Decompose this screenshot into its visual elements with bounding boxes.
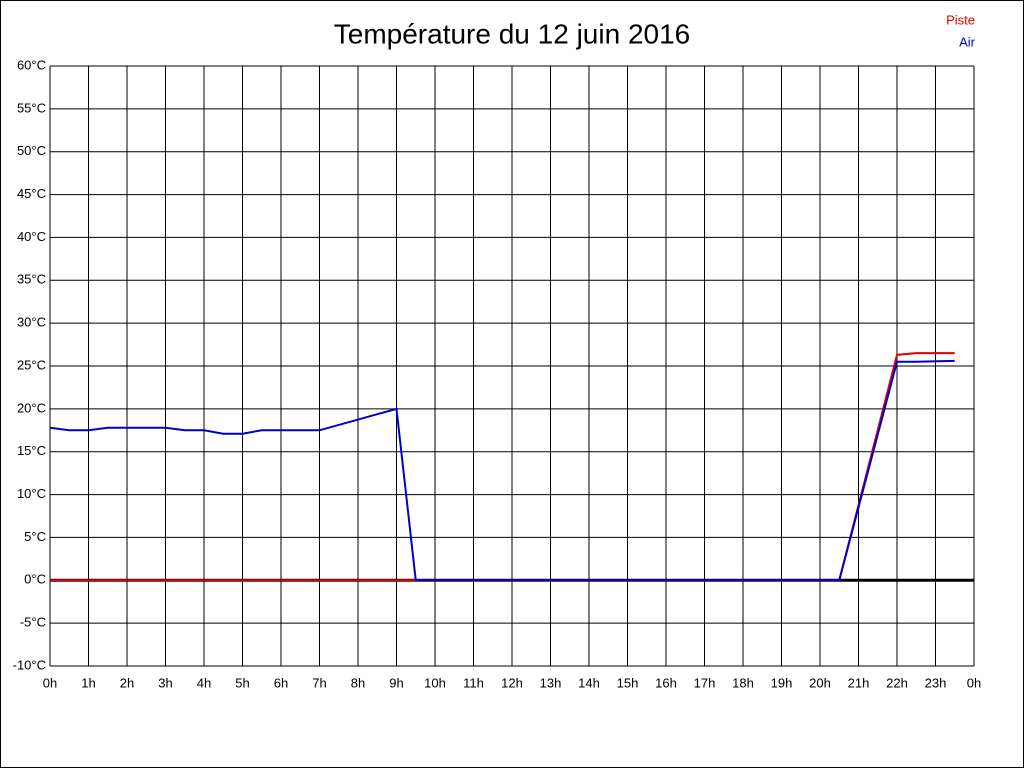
x-tick-label: 9h <box>389 675 403 690</box>
x-tick-label: 19h <box>771 675 793 690</box>
x-tick-label: 20h <box>809 675 831 690</box>
y-tick-label: 30°C <box>17 315 46 330</box>
legend-label: Air <box>959 34 976 49</box>
x-tick-label: 5h <box>235 675 249 690</box>
y-tick-label: 15°C <box>17 443 46 458</box>
y-tick-label: 45°C <box>17 186 46 201</box>
y-tick-label: 0°C <box>24 572 46 587</box>
x-tick-label: 0h <box>43 675 57 690</box>
y-tick-label: 35°C <box>17 272 46 287</box>
x-tick-label: 18h <box>732 675 754 690</box>
y-tick-label: 25°C <box>17 357 46 372</box>
x-tick-label: 8h <box>351 675 365 690</box>
y-tick-label: 60°C <box>17 57 46 72</box>
x-tick-label: 13h <box>540 675 562 690</box>
x-tick-label: 17h <box>694 675 716 690</box>
y-tick-label: 50°C <box>17 143 46 158</box>
x-tick-label: 7h <box>312 675 326 690</box>
y-tick-label: -10°C <box>13 657 46 672</box>
x-tick-label: 15h <box>617 675 639 690</box>
x-tick-label: 6h <box>274 675 288 690</box>
legend-label: Piste <box>946 12 975 27</box>
chart-title: Température du 12 juin 2016 <box>334 18 690 49</box>
y-tick-label: 55°C <box>17 100 46 115</box>
x-tick-label: 16h <box>655 675 677 690</box>
x-tick-label: 10h <box>424 675 446 690</box>
y-tick-label: 20°C <box>17 400 46 415</box>
x-tick-label: 11h <box>463 675 484 690</box>
x-tick-label: 2h <box>120 675 134 690</box>
x-tick-label: 22h <box>886 675 908 690</box>
y-tick-label: 40°C <box>17 229 46 244</box>
x-tick-label: 3h <box>158 675 172 690</box>
x-tick-label: 1h <box>81 675 95 690</box>
x-tick-label: 14h <box>578 675 600 690</box>
series-line <box>49 359 955 582</box>
x-tick-label: 4h <box>197 675 211 690</box>
y-tick-label: 10°C <box>17 486 46 501</box>
x-tick-label: 23h <box>925 675 947 690</box>
y-tick-label: -5°C <box>20 615 46 630</box>
x-tick-label: 0h <box>967 675 981 690</box>
x-tick-label: 12h <box>501 675 523 690</box>
y-tick-label: 5°C <box>24 529 46 544</box>
x-tick-label: 21h <box>848 675 870 690</box>
